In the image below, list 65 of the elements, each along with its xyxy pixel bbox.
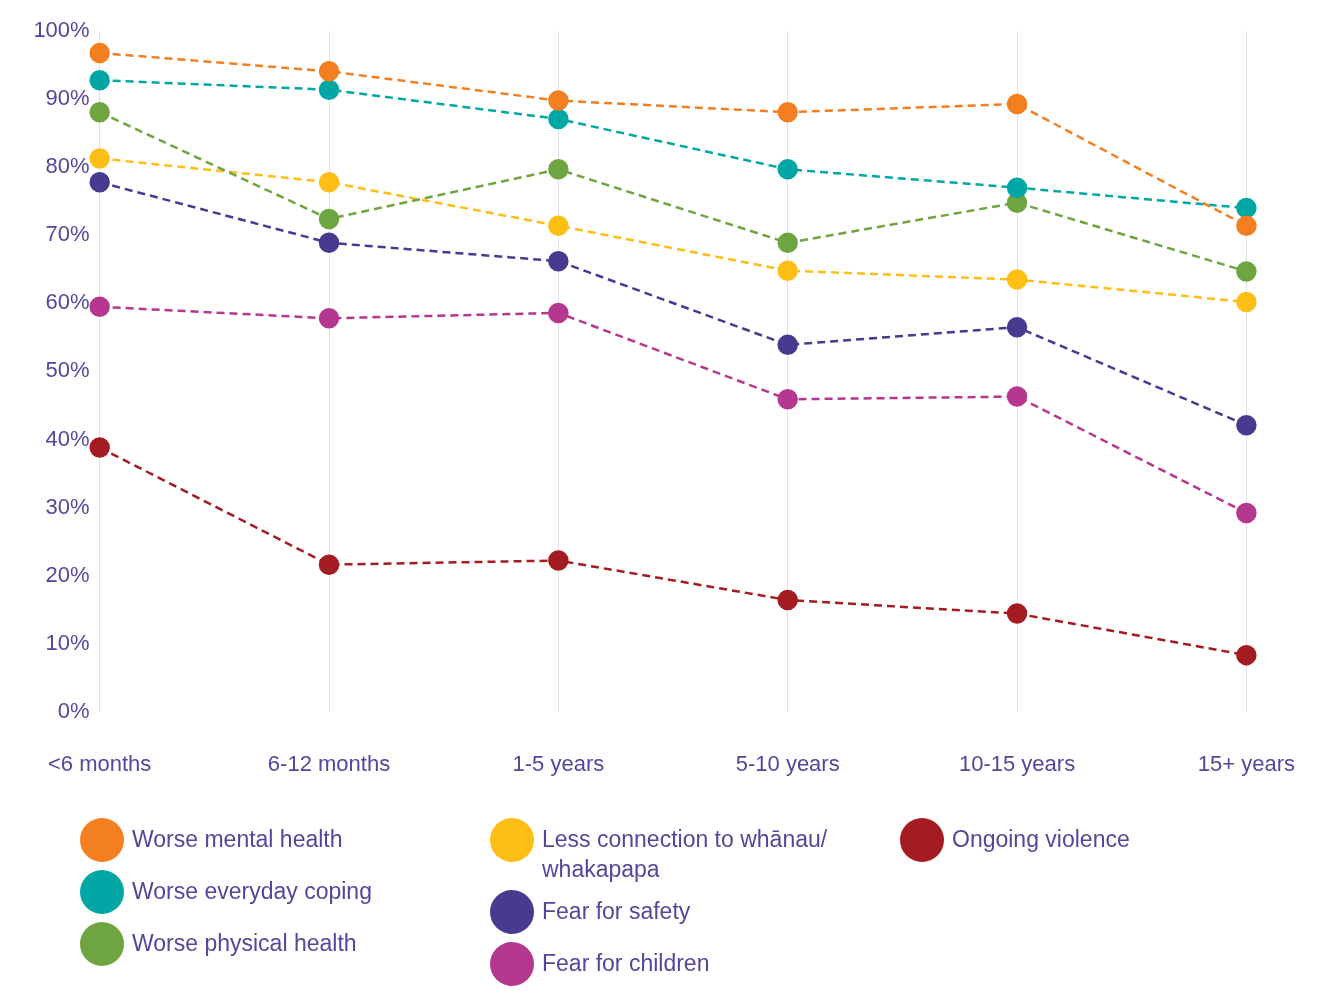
point (89, 296, 110, 318)
point (548, 215, 569, 237)
x-tick-label: 15+ years (1197, 750, 1295, 776)
point (89, 101, 110, 123)
point (777, 232, 798, 254)
legend-label: Fear for children (542, 949, 711, 978)
x-tick-label: 5-10 years (735, 750, 840, 776)
point (1006, 386, 1028, 407)
y-tick-label: 60% (45, 289, 90, 315)
point (318, 308, 340, 329)
y-tick-label: 100% (33, 17, 90, 43)
legend-label: Worse everyday coping (132, 877, 373, 906)
point (548, 550, 569, 571)
point (777, 334, 798, 356)
y-tick-label: 50% (45, 357, 90, 383)
point (318, 61, 340, 82)
x-tick-label: 10-15 years (958, 750, 1076, 776)
point (1236, 414, 1257, 436)
point (548, 90, 569, 111)
legend-label: Ongoing violence (952, 825, 1131, 854)
point (548, 250, 569, 272)
point (548, 302, 569, 324)
point (318, 554, 340, 575)
y-tick-label: 10% (45, 629, 90, 655)
y-tick-label: 80% (45, 153, 90, 179)
x-tick-label: 6-12 months (267, 750, 391, 776)
point (777, 159, 798, 180)
point (777, 260, 798, 281)
point (1236, 215, 1257, 237)
point (1006, 603, 1028, 624)
y-tick-label: 90% (45, 85, 90, 111)
point (1236, 261, 1257, 282)
legend-label: Worse physical health (132, 929, 358, 958)
point (777, 589, 798, 611)
legend-label: Worse mental health (132, 825, 344, 854)
y-tick-label: 0% (57, 697, 90, 723)
point (1236, 197, 1257, 219)
x-tick-label: 1-5 years (512, 750, 605, 776)
point (89, 172, 110, 193)
point (1006, 269, 1028, 290)
point (89, 148, 110, 169)
legend-label: Less connection to whānau/ whakapapa (542, 825, 829, 884)
x-tick-label: <6 months (48, 750, 152, 776)
point (89, 437, 110, 458)
point (318, 79, 340, 100)
point (318, 172, 340, 193)
point (777, 101, 798, 123)
point (548, 159, 569, 180)
point (1236, 644, 1257, 666)
point (1006, 93, 1028, 115)
y-tick-label: 40% (45, 425, 90, 451)
point (777, 389, 798, 410)
point (318, 232, 340, 254)
y-tick-label: 30% (45, 493, 90, 519)
point (1006, 177, 1028, 198)
point (89, 42, 110, 64)
point (318, 208, 340, 230)
point (548, 108, 569, 130)
point (1236, 291, 1257, 313)
point (1006, 316, 1028, 338)
y-tick-label: 70% (45, 221, 90, 247)
point (1236, 502, 1257, 524)
point (89, 69, 110, 91)
legend-label: Fear for safety (542, 897, 692, 926)
y-tick-label: 20% (45, 561, 90, 587)
